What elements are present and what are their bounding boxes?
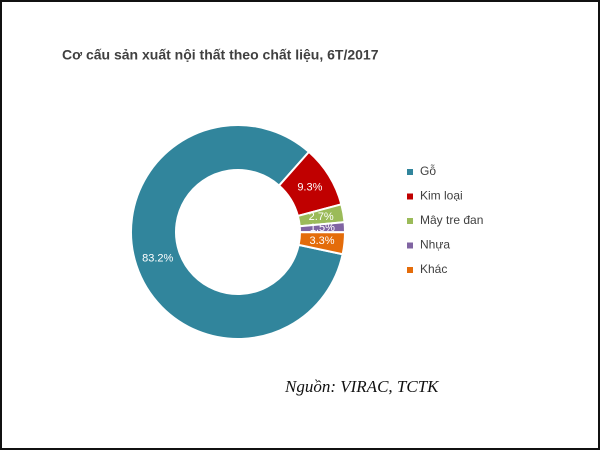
data-label: 9.3% <box>297 181 322 193</box>
data-label: 2.7% <box>309 211 334 223</box>
legend-swatch <box>407 242 413 249</box>
data-label: 1.5% <box>310 222 335 234</box>
legend-label: Khác <box>420 262 447 276</box>
legend-label: Gỗ <box>420 163 436 178</box>
data-label: 3.3% <box>309 235 334 247</box>
legend-swatch <box>407 267 413 273</box>
chart-title: Cơ cấu sản xuất nội thất theo chất liệu,… <box>62 47 379 63</box>
legend-label: Kim loại <box>420 189 463 203</box>
legend-swatch <box>407 193 413 200</box>
data-label: 83.2% <box>142 252 173 264</box>
legend-swatch <box>407 218 413 224</box>
legend-swatch <box>407 169 413 175</box>
legend-label: Mây tre đan <box>420 213 483 227</box>
donut-slice <box>297 231 347 256</box>
donut-slice <box>130 124 344 340</box>
legend-label: Nhựa <box>420 238 450 252</box>
source-note: Nguồn: VIRAC, TCTK <box>284 377 440 396</box>
